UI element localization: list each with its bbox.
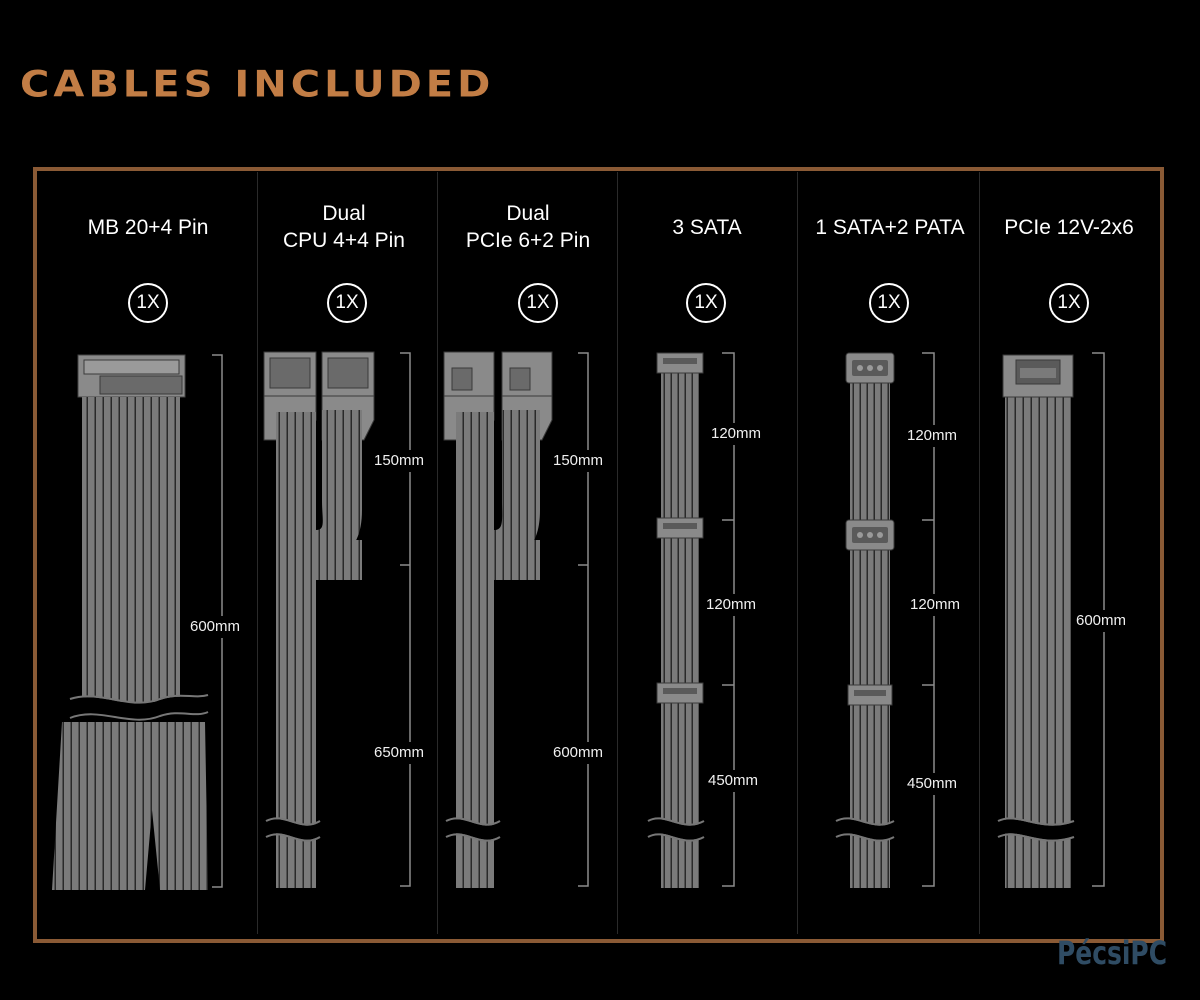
length-label: 120mm [910, 594, 961, 616]
quantity-badge: 1X [686, 283, 726, 323]
length-label: 450mm [708, 770, 759, 792]
column-title-cpu: Dual CPU 4+4 Pin [254, 200, 434, 254]
quantity-badge: 1X [869, 283, 909, 323]
length-bracket [722, 352, 735, 887]
column-title-sata-pata: 1 SATA+2 PATA [799, 214, 981, 241]
pcie-12v-2x6-cable [997, 354, 1075, 888]
quantity-badge: 1X [128, 283, 168, 323]
column-title-line: MB 20+4 Pin [87, 216, 209, 239]
page-title: CABLES INCLUDED [20, 63, 495, 106]
length-label: 150mm [553, 450, 604, 472]
column-divider [979, 172, 980, 934]
column-title-mb: MB 20+4 Pin [58, 214, 238, 241]
length-label: 600mm [190, 616, 241, 638]
sata-cable [647, 352, 705, 888]
length-label: 450mm [907, 773, 958, 795]
mb-24pin-cable [52, 354, 209, 890]
column-divider [797, 172, 798, 934]
length-label: 120mm [907, 425, 958, 447]
column-title-line: 1 SATA+2 PATA [815, 216, 965, 239]
column-title-line: PCIe 6+2 Pin [465, 229, 591, 252]
length-label: 600mm [1076, 610, 1127, 632]
sata-pata-cable [835, 352, 895, 888]
column-title-line: Dual [506, 202, 550, 225]
length-bracket [578, 352, 589, 887]
length-bracket [400, 352, 411, 887]
length-label: 150mm [374, 450, 425, 472]
length-label: 650mm [374, 742, 425, 764]
length-label: 120mm [706, 594, 757, 616]
watermark-logo: PécsiPC [1057, 934, 1168, 972]
column-divider [617, 172, 618, 934]
quantity-badge: 1X [1049, 283, 1089, 323]
column-title-line: 3 SATA [672, 216, 742, 239]
quantity-badge: 1X [518, 283, 558, 323]
quantity-badge: 1X [327, 283, 367, 323]
column-title-line: CPU 4+4 Pin [283, 229, 405, 252]
column-divider [257, 172, 258, 934]
column-title-line: PCIe 12V-2x6 [1004, 216, 1134, 239]
length-label: 600mm [553, 742, 604, 764]
pcie-8pin-cable [443, 351, 553, 888]
length-label: 120mm [711, 423, 762, 445]
column-title-12v2x6: PCIe 12V-2x6 [979, 214, 1159, 241]
column-title-sata: 3 SATA [617, 214, 797, 241]
cpu-8pin-cable [263, 351, 375, 888]
column-divider [437, 172, 438, 934]
column-title-line: Dual [322, 202, 366, 225]
length-bracket [922, 352, 935, 887]
cables-frame [33, 167, 1164, 943]
column-title-pcie: Dual PCIe 6+2 Pin [438, 200, 618, 254]
